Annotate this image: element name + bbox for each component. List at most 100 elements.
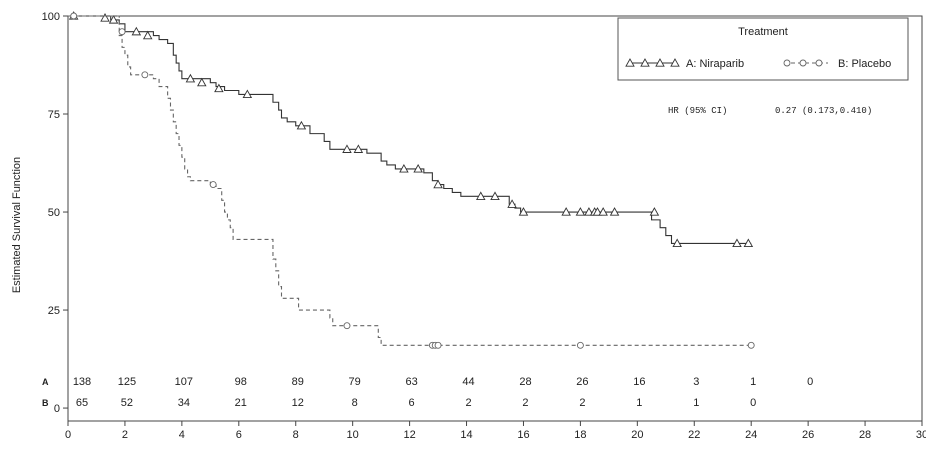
hr-value: 0.27 (0.173,0.410)	[775, 106, 872, 116]
censor-mark-triangle	[197, 77, 207, 87]
censor-mark-circle	[343, 322, 351, 330]
risk-count: 3	[693, 376, 699, 388]
x-tick-label: 28	[859, 429, 871, 441]
risk-count: 2	[522, 397, 528, 409]
x-tick-label: 16	[517, 429, 529, 441]
x-tick-label: 12	[403, 429, 415, 441]
censor-mark-triangle	[672, 238, 682, 248]
x-tick-label: 22	[688, 429, 700, 441]
risk-count: 12	[292, 397, 304, 409]
censor-mark-triangle	[413, 163, 423, 173]
censor-mark-triangle	[584, 207, 594, 216]
y-tick-label: 25	[48, 305, 60, 317]
censor-mark-circle	[576, 341, 584, 349]
censor-mark-circle	[747, 341, 755, 349]
y-tick-label: 0	[54, 403, 60, 415]
risk-count: 6	[409, 397, 415, 409]
censor-mark-circle	[815, 59, 823, 67]
risk-count: 21	[235, 397, 247, 409]
plot-frame	[67, 15, 923, 422]
risk-row-label: B	[42, 398, 49, 408]
censor-mark-circle	[141, 71, 149, 79]
legend-box	[617, 17, 909, 81]
risk-count: 8	[352, 397, 358, 409]
risk-count: 107	[175, 376, 193, 388]
risk-count: 1	[750, 376, 756, 388]
x-tick-label: 26	[802, 429, 814, 441]
censor-mark-triangle	[342, 144, 352, 153]
censor-mark-triangle	[743, 238, 754, 248]
censor-mark-triangle	[108, 14, 119, 24]
risk-count: 1	[693, 397, 699, 409]
risk-count: 26	[576, 376, 588, 388]
censor-mark-triangle	[507, 199, 517, 208]
km-curve	[68, 15, 752, 244]
x-tick-label: 30	[916, 429, 926, 441]
censor-mark-circle	[118, 28, 126, 36]
risk-count: 79	[349, 376, 361, 388]
censor-mark-triangle	[649, 207, 660, 216]
censor-mark-triangle	[296, 120, 307, 130]
censor-mark-circle	[783, 59, 791, 67]
censor-mark-circle	[434, 341, 442, 349]
risk-count: 28	[519, 376, 531, 388]
risk-count: 138	[73, 376, 91, 388]
censor-mark-circle	[799, 59, 807, 67]
legend: Treatment A: Niraparib B: Placebo	[617, 17, 909, 81]
x-tick-label: 18	[574, 429, 586, 441]
risk-count: 89	[292, 376, 304, 388]
legend-label: B: Placebo	[838, 58, 891, 70]
legend-label: A: Niraparib	[686, 58, 744, 70]
legend-entry-placebo: B: Placebo	[783, 58, 891, 70]
risk-count: 52	[121, 397, 133, 409]
censor-mark-triangle	[185, 73, 196, 83]
x-tick-label: 2	[122, 429, 128, 441]
censor-mark-triangle	[670, 58, 680, 67]
legend-entry-niraparib: A: Niraparib	[625, 58, 744, 70]
y-tick-label: 75	[48, 109, 60, 121]
risk-count: 63	[405, 376, 417, 388]
censor-mark-circle	[209, 181, 217, 189]
censor-mark-triangle	[561, 207, 571, 216]
series-placebo	[68, 12, 755, 349]
x-tick-label: 0	[65, 429, 71, 441]
y-axis-label: Estimated Survival Function	[11, 157, 23, 293]
hr-label: HR (95% CI)	[668, 106, 727, 116]
risk-count: 98	[235, 376, 247, 388]
risk-count: 65	[76, 397, 88, 409]
risk-count: 44	[462, 376, 474, 388]
legend-title: Treatment	[738, 26, 788, 38]
x-tick-label: 24	[745, 429, 757, 441]
risk-count: 2	[465, 397, 471, 409]
y-tick-label: 50	[48, 207, 60, 219]
censor-mark-triangle	[518, 207, 529, 216]
x-tick-label: 8	[293, 429, 299, 441]
risk-count: 2	[579, 397, 585, 409]
censor-mark-triangle	[399, 163, 409, 173]
x-tick-label: 14	[460, 429, 472, 441]
x-tick-label: 10	[347, 429, 359, 441]
censor-mark-triangle	[640, 58, 650, 67]
risk-count: 0	[750, 397, 756, 409]
risk-count: 1	[636, 397, 642, 409]
censor-mark-triangle	[609, 207, 620, 216]
censor-mark-triangle	[655, 58, 665, 67]
risk-count: 0	[807, 376, 813, 388]
censor-mark-triangle	[242, 89, 253, 99]
censor-mark-triangle	[625, 58, 635, 67]
x-tick-label: 6	[236, 429, 242, 441]
x-tick-label: 4	[179, 429, 185, 441]
censor-mark-triangle	[100, 13, 110, 22]
censor-mark-triangle	[732, 238, 742, 248]
risk-count: 34	[178, 397, 190, 409]
censor-mark-triangle	[214, 83, 224, 93]
y-tick-label: 100	[42, 11, 60, 23]
censor-mark-triangle	[575, 207, 586, 216]
censor-mark-triangle	[433, 179, 443, 189]
censor-mark-triangle	[592, 207, 603, 216]
censor-mark-triangle	[476, 191, 486, 200]
risk-count: 16	[633, 376, 645, 388]
x-tick-label: 20	[631, 429, 643, 441]
censor-mark-triangle	[490, 191, 500, 200]
censor-mark-triangle	[142, 30, 153, 40]
